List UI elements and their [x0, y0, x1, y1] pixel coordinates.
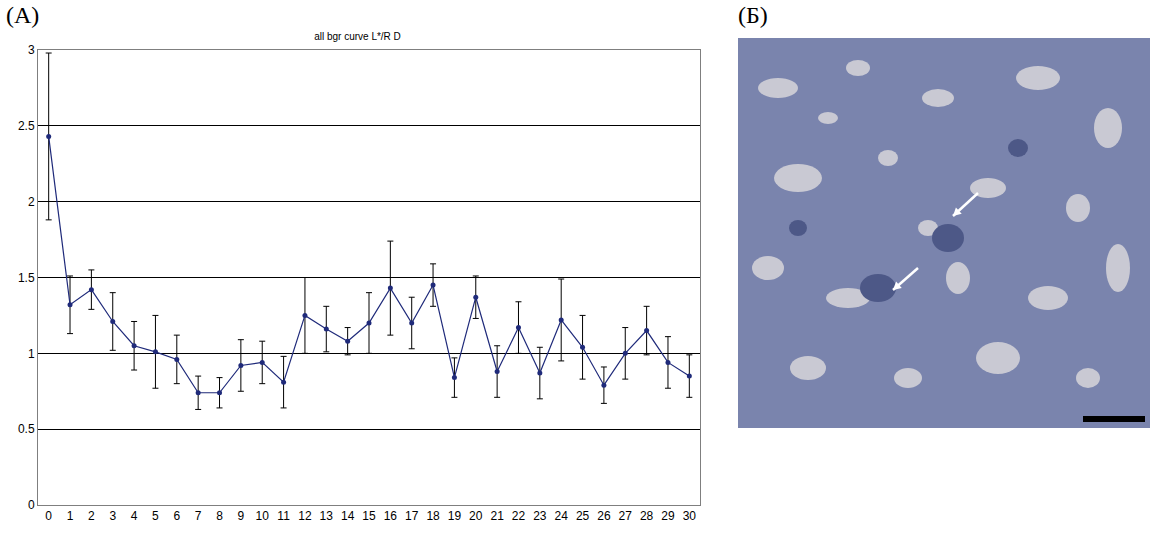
svg-text:26: 26: [597, 509, 611, 523]
svg-text:20: 20: [469, 509, 483, 523]
html-text:(Б): (Б): [738, 2, 768, 28]
svg-text:4: 4: [131, 509, 138, 523]
svg-text:2: 2: [88, 509, 95, 523]
svg-text:22: 22: [512, 509, 526, 523]
svg-text:18: 18: [426, 509, 440, 523]
svg-text:19: 19: [448, 509, 462, 523]
svg-text:15: 15: [362, 509, 376, 523]
svg-text:1: 1: [67, 509, 74, 523]
svg-text:12: 12: [298, 509, 312, 523]
svg-text:2.5: 2.5: [18, 119, 35, 133]
svg-text:8: 8: [216, 509, 223, 523]
svg-text:23: 23: [533, 509, 547, 523]
svg-text:27: 27: [619, 509, 633, 523]
svg-text:14: 14: [341, 509, 355, 523]
svg-text:0.5: 0.5: [18, 422, 35, 436]
svg-text:30: 30: [683, 509, 697, 523]
svg-text:3: 3: [109, 509, 116, 523]
svg-text:9: 9: [238, 509, 245, 523]
svg-text:17: 17: [405, 509, 419, 523]
svg-text:6: 6: [173, 509, 180, 523]
svg-text:1.5: 1.5: [18, 271, 35, 285]
html-text:(A): (A): [6, 2, 40, 28]
svg-text:13: 13: [320, 509, 334, 523]
svg-text:7: 7: [195, 509, 202, 523]
svg-text:1: 1: [28, 347, 35, 361]
svg-text:11: 11: [277, 509, 290, 523]
svg-text:all bgr curve L*/R D: all bgr curve L*/R D: [314, 31, 401, 42]
svg-text:28: 28: [640, 509, 654, 523]
svg-text:0: 0: [28, 498, 35, 512]
svg-text:25: 25: [576, 509, 590, 523]
svg-text:29: 29: [661, 509, 675, 523]
svg-text:5: 5: [152, 509, 159, 523]
svg-text:16: 16: [384, 509, 398, 523]
svg-text:3: 3: [28, 43, 35, 57]
svg-text:0: 0: [45, 509, 52, 523]
svg-text:21: 21: [490, 509, 504, 523]
svg-text:24: 24: [555, 509, 569, 523]
svg-text:10: 10: [256, 509, 270, 523]
svg-text:2: 2: [28, 195, 35, 209]
